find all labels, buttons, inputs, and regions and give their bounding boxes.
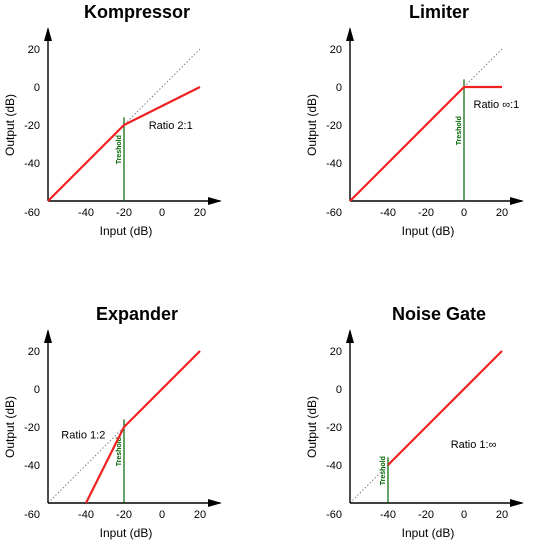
x-axis-arrow	[208, 197, 222, 205]
x-tick-label: -40	[78, 509, 94, 521]
x-tick-label: 0	[159, 509, 165, 521]
x-axis-arrow	[510, 499, 524, 507]
y-axis-label: Output (dB)	[3, 396, 17, 458]
y-tick-label: -20	[326, 422, 342, 434]
y-tick-label: 0	[34, 384, 40, 396]
origin-label: -60	[24, 509, 40, 521]
y-tick-label: -40	[326, 460, 342, 472]
x-axis-label: Input (dB)	[402, 526, 455, 540]
x-tick-label: -40	[380, 207, 396, 219]
x-tick-label: 20	[194, 207, 206, 219]
x-tick-label: -20	[418, 207, 434, 219]
x-tick-label: -20	[418, 509, 434, 521]
y-axis-arrow	[346, 329, 354, 343]
transfer-curve	[349, 85, 502, 202]
y-tick-label: 20	[330, 44, 342, 56]
chart-title: Limiter	[409, 2, 469, 22]
chart-panel: Limiter -40 -20 0 20 20 0 -20 -40 -60 Input (dB) Ou…	[305, 2, 524, 238]
chart-panel: Kompressor -40 -20 0 20 20 0 -20 -40 -60 Input (dB…	[3, 2, 222, 238]
x-tick-label: -40	[78, 207, 94, 219]
chart-panel: Expander -40 -20 0 20 20 0 -20 -40 -60 Input (dB) O…	[3, 304, 222, 540]
threshold-label: Treshold	[456, 116, 463, 145]
x-tick-label: 0	[159, 207, 165, 219]
y-tick-label: 20	[330, 346, 342, 358]
y-axis-label: Output (dB)	[305, 94, 319, 156]
y-tick-label: -20	[326, 120, 342, 132]
chart-title: Kompressor	[84, 2, 190, 22]
x-tick-label: 20	[194, 509, 206, 521]
y-axis-arrow	[44, 27, 52, 41]
origin-label: -60	[326, 509, 342, 521]
ratio-label: Ratio ∞:1	[474, 99, 520, 111]
y-tick-label: -20	[24, 120, 40, 132]
x-tick-label: 20	[496, 509, 508, 521]
transfer-curve	[387, 350, 503, 466]
y-axis-label: Output (dB)	[305, 396, 319, 458]
y-tick-label: -40	[24, 460, 40, 472]
x-axis-label: Input (dB)	[100, 224, 153, 238]
y-tick-label: -20	[24, 422, 40, 434]
origin-label: -60	[24, 207, 40, 219]
y-tick-label: -40	[326, 158, 342, 170]
ratio-label: Ratio 1:2	[61, 429, 105, 441]
x-tick-label: -40	[380, 509, 396, 521]
origin-label: -60	[326, 207, 342, 219]
y-axis-label: Output (dB)	[3, 94, 17, 156]
y-axis-arrow	[346, 27, 354, 41]
ratio-label: Ratio 1:∞	[451, 439, 497, 451]
ratio-label: Ratio 2:1	[149, 120, 193, 132]
chart-title: Noise Gate	[392, 304, 486, 324]
y-tick-label: 0	[336, 384, 342, 396]
transfer-curve	[47, 86, 201, 202]
y-tick-label: 20	[28, 346, 40, 358]
x-tick-label: 0	[461, 207, 467, 219]
x-axis-arrow	[208, 499, 222, 507]
y-tick-label: 0	[34, 82, 40, 94]
transfer-curve	[85, 350, 201, 504]
y-tick-label: 20	[28, 44, 40, 56]
y-axis-arrow	[44, 329, 52, 343]
threshold-label: Treshold	[116, 135, 123, 164]
threshold-label: Treshold	[116, 437, 123, 466]
x-axis-arrow	[510, 197, 524, 205]
x-axis-label: Input (dB)	[100, 526, 153, 540]
x-tick-label: -20	[116, 207, 132, 219]
chart-title: Expander	[96, 304, 178, 324]
x-tick-label: 20	[496, 207, 508, 219]
y-tick-label: -40	[24, 158, 40, 170]
x-axis-label: Input (dB)	[402, 224, 455, 238]
x-tick-label: -20	[116, 509, 132, 521]
y-tick-label: 0	[336, 82, 342, 94]
threshold-label: Treshold	[380, 456, 387, 485]
chart-panel: Noise Gate -40 -20 0 20 20 0 -20 -40 -60 Input (dB…	[305, 304, 524, 540]
x-tick-label: 0	[461, 509, 467, 521]
